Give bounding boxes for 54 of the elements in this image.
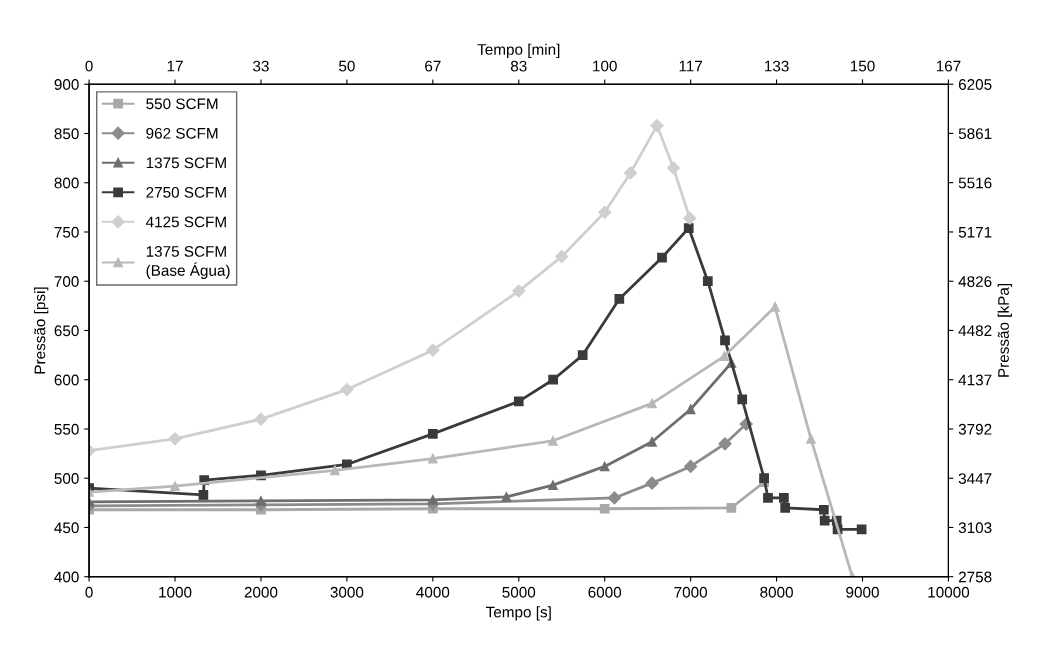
x2-tick-label: 67 bbox=[425, 60, 441, 72]
y-tick-label: 650 bbox=[54, 325, 79, 337]
x-tick-label: 9000 bbox=[846, 586, 879, 598]
legend-label: 1375 SCFM bbox=[146, 157, 226, 169]
y2-tick-label: 4826 bbox=[958, 276, 992, 287]
y-tick-label: 550 bbox=[54, 423, 79, 435]
y-tick-label: 750 bbox=[54, 226, 79, 238]
x2-tick-label: 83 bbox=[510, 60, 527, 72]
x2-tick-label: 117 bbox=[679, 60, 703, 72]
x-tick-label: 5000 bbox=[502, 586, 536, 598]
legend-label: 2750 SCFM bbox=[146, 186, 226, 198]
y2-tick-label: 5861 bbox=[958, 128, 992, 140]
y-tick-label: 450 bbox=[54, 522, 79, 534]
y-tick-label: 900 bbox=[54, 79, 79, 90]
legend-label: 550 SCFM bbox=[146, 98, 218, 110]
y-tick-label: 400 bbox=[54, 571, 79, 583]
legend-label: 962 SCFM bbox=[146, 127, 218, 139]
x2-tick-label: 100 bbox=[593, 60, 617, 72]
y-tick-label: 500 bbox=[54, 473, 79, 484]
legend-label: 1375 SCFM (Base Água) bbox=[146, 245, 230, 279]
x2-axis-title: Tempo [min] bbox=[477, 43, 560, 58]
y2-tick-label: 4137 bbox=[958, 374, 992, 386]
y-tick-label: 600 bbox=[54, 374, 79, 386]
x2-tick-label: 33 bbox=[253, 60, 269, 72]
x2-tick-label: 167 bbox=[936, 60, 961, 72]
x2-tick-label: 17 bbox=[167, 60, 183, 72]
x-tick-label: 8000 bbox=[760, 586, 793, 598]
y2-tick-label: 2758 bbox=[958, 571, 992, 583]
x-tick-label: 3000 bbox=[330, 586, 364, 598]
y2-tick-label: 5171 bbox=[958, 226, 992, 238]
x-tick-label: 1000 bbox=[159, 586, 192, 598]
y2-tick-label: 4482 bbox=[958, 325, 992, 337]
y2-tick-label: 6205 bbox=[958, 79, 992, 90]
y-tick-label: 850 bbox=[54, 128, 79, 140]
x-tick-label: 2000 bbox=[244, 586, 278, 598]
y2-tick-label: 3103 bbox=[958, 522, 992, 534]
x2-tick-label: 0 bbox=[85, 60, 93, 72]
y2-tick-label: 3447 bbox=[958, 473, 992, 484]
y-tick-label: 800 bbox=[54, 177, 79, 189]
y-axis-title: Pressão [psi] bbox=[34, 287, 49, 374]
x-tick-label: 7000 bbox=[674, 586, 708, 598]
x2-tick-label: 50 bbox=[339, 60, 355, 72]
x-tick-label: 4000 bbox=[416, 586, 450, 598]
x2-tick-label: 133 bbox=[764, 60, 789, 72]
x-axis-title: Tempo [s] bbox=[486, 606, 551, 621]
x-tick-label: 6000 bbox=[588, 586, 622, 598]
y2-tick-label: 3792 bbox=[958, 423, 992, 435]
x2-tick-label: 150 bbox=[850, 60, 875, 72]
y2-tick-label: 5516 bbox=[958, 177, 992, 189]
legend-label: 4125 SCFM bbox=[145, 216, 226, 228]
x-tick-label: 0 bbox=[85, 586, 93, 598]
y-tick-label: 700 bbox=[54, 276, 79, 287]
y2-axis-title: Pressão [kPa] bbox=[997, 284, 1012, 377]
x-tick-label: 10000 bbox=[928, 586, 970, 598]
